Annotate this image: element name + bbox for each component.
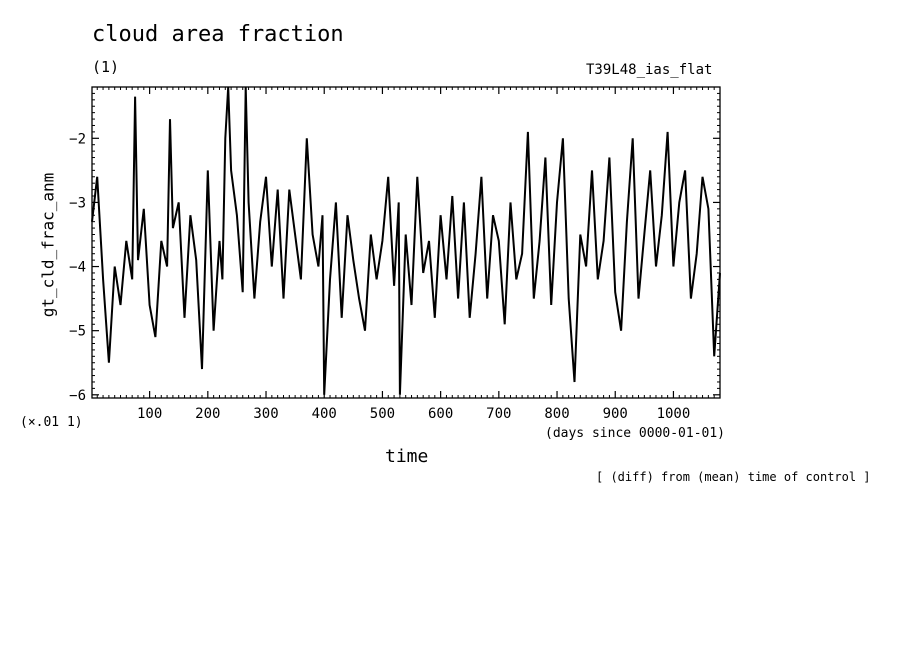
y-tick-label: −5: [69, 324, 86, 340]
chart-title: cloud area fraction: [92, 22, 344, 47]
x-tick-label: 1000: [657, 406, 691, 422]
comparison-note: [ (diff) from (mean) time of control ]: [596, 470, 871, 484]
x-tick-label: 200: [195, 406, 220, 422]
y-multiplier-label: (×.01 1): [20, 415, 83, 430]
x-axis-label: time: [385, 446, 429, 467]
y-tick-label: −6: [69, 388, 86, 404]
x-tick-label: 500: [370, 406, 395, 422]
x-tick-label: 800: [544, 406, 569, 422]
y-tick-label: −2: [69, 131, 86, 147]
x-tick-label: 400: [312, 406, 337, 422]
plot-frame: [91, 86, 721, 399]
x-tick-label: 100: [137, 406, 162, 422]
y-tick-label: −4: [69, 260, 86, 276]
x-tick-label: 300: [253, 406, 278, 422]
x-tick-label: 700: [486, 406, 511, 422]
tick-labels: 100 200 300 400 500 600 700 800 900 1000 −6 −5 −4 −3 −…: [69, 131, 690, 422]
run-name-label: T39L48_ias_flat: [586, 62, 713, 78]
x-tick-label: 900: [603, 406, 628, 422]
unit-label: (1): [92, 58, 120, 76]
x-units-label: (days since 0000-01-01): [545, 426, 726, 441]
y-tick-label: −3: [69, 195, 86, 211]
series-group: [91, 86, 721, 395]
x-tick-label: 600: [428, 406, 453, 422]
series-line: [91, 86, 721, 395]
